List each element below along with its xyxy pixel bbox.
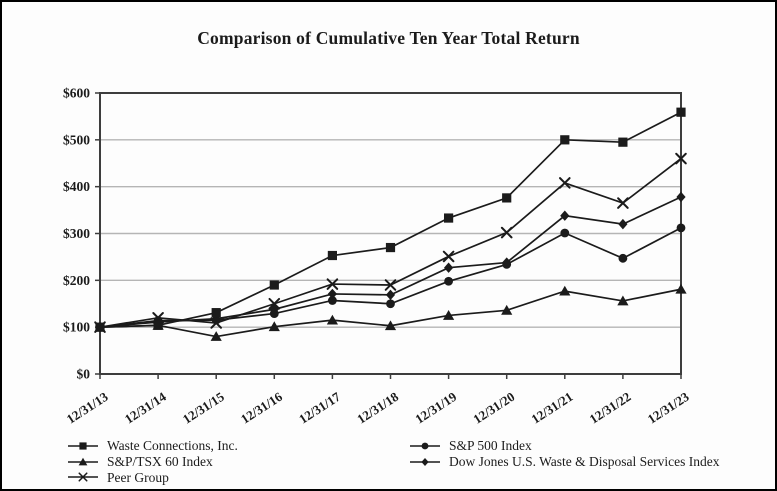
y-tick-label: $500 (63, 132, 90, 147)
triangle-marker (326, 314, 338, 325)
legend-item: Peer Group (68, 470, 238, 486)
triangle-marker (443, 310, 455, 320)
y-tick-label: $100 (63, 320, 90, 335)
x-marker (94, 321, 106, 333)
legend-item: Waste Connections, Inc. (68, 438, 238, 454)
triangle-marker (78, 457, 88, 466)
x-tick-label: 12/31/22 (587, 389, 634, 427)
legend-item: Dow Jones U.S. Waste & Disposal Services… (410, 454, 720, 470)
x-tick-label: 12/31/15 (180, 389, 227, 427)
legend-label: S&P/TSX 60 Index (107, 453, 213, 469)
square-marker (269, 280, 279, 290)
series-line-1 (99, 227, 682, 329)
x-marker (384, 279, 397, 291)
diamond-marker (385, 289, 396, 301)
y-tick-label: $300 (63, 226, 90, 241)
legend-label: Peer Group (107, 469, 169, 485)
x-tick-label: 12/31/21 (528, 389, 575, 427)
chart-title: Comparison of Cumulative Ten Year Total … (197, 28, 580, 48)
circle-marker (560, 228, 570, 238)
legend-item: S&P/TSX 60 Index (68, 454, 238, 470)
x-marker (442, 250, 455, 263)
x-marker (617, 197, 629, 209)
circle-marker (386, 299, 395, 309)
triangle-marker (501, 304, 513, 315)
x-marker (675, 152, 687, 165)
diamond-marker (676, 191, 686, 203)
diamond-legend-marker-icon (410, 457, 440, 466)
diamond-marker (444, 262, 454, 273)
x-marker (326, 278, 339, 290)
x-marker (500, 226, 513, 239)
legend-label: S&P 500 Index (449, 437, 532, 453)
x-marker (210, 317, 222, 329)
square-marker (560, 135, 570, 145)
square-marker (211, 308, 221, 318)
x-tick-label: 12/31/20 (470, 389, 517, 427)
legend-label: Dow Jones U.S. Waste & Disposal Services… (449, 453, 720, 469)
triangle-marker (675, 283, 687, 294)
legend-column-left: Waste Connections, Inc. S&P/TSX 60 Index P… (68, 438, 238, 485)
x-tick-label: 12/31/14 (122, 389, 169, 427)
circle-marker (421, 442, 429, 450)
triangle-marker (268, 321, 280, 332)
triangle-marker (617, 295, 629, 306)
x-tick-label: 12/31/18 (354, 389, 401, 427)
x-tick-label: 12/31/23 (645, 389, 692, 427)
triangle-marker (559, 285, 571, 296)
triangle-marker (210, 331, 222, 341)
x-tick-label: 12/31/17 (296, 389, 343, 427)
square-marker (618, 137, 628, 147)
circle-marker (676, 223, 686, 233)
diamond-marker (618, 218, 628, 230)
x-marker (78, 472, 88, 483)
square-marker (676, 107, 686, 117)
x-marker (152, 312, 164, 324)
diamond-marker (560, 210, 570, 221)
square-marker (502, 193, 512, 203)
y-tick-label: $0 (77, 367, 91, 382)
square-legend-marker-icon (68, 442, 98, 450)
x-tick-label: 12/31/13 (64, 389, 111, 427)
diamond-marker (421, 457, 429, 466)
x-tick-label: 12/31/19 (412, 389, 459, 427)
square-marker (153, 320, 163, 330)
diamond-marker (502, 257, 512, 268)
square-marker (327, 250, 337, 261)
line-chart: $0 $100 $200 $300 $400 $500 $600 12/31/13 12/31/… (63, 86, 692, 427)
x-marker (559, 177, 571, 189)
circle-legend-marker-icon (410, 442, 440, 450)
diamond-marker (327, 288, 337, 300)
x-marker (268, 297, 281, 310)
x-legend-marker-icon (68, 472, 98, 483)
triangle-marker (384, 320, 397, 331)
circle-marker (444, 276, 453, 286)
square-marker (79, 442, 87, 450)
legend-item: S&P 500 Index (410, 438, 720, 454)
square-marker (444, 213, 454, 223)
y-tick-label: $200 (63, 273, 90, 288)
square-marker (385, 242, 396, 253)
circle-marker (618, 253, 628, 263)
x-tick-label: 12/31/16 (238, 389, 285, 427)
legend-label: Waste Connections, Inc. (107, 437, 238, 453)
y-tick-label: $600 (63, 86, 90, 101)
triangle-legend-marker-icon (68, 457, 98, 466)
circle-marker (328, 296, 337, 305)
legend-column-right: S&P 500 Index Dow Jones U.S. Waste & Disp… (410, 438, 720, 470)
y-tick-label: $400 (63, 179, 90, 194)
